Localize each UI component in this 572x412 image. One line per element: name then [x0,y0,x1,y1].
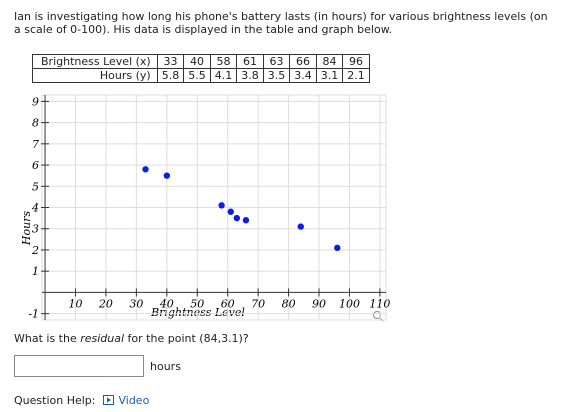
y-tick-label: 5 [32,180,39,193]
x-tick-label: 60 [221,297,235,310]
y-tick-label: 8 [32,117,39,130]
data-point [297,223,304,230]
table-cell: 3.5 [262,68,291,83]
x-tick-label: 30 [129,297,143,310]
x-tick-label: 100 [339,297,360,310]
video-icon [102,395,114,405]
table-cell: 5.5 [183,68,211,83]
table-cell: 96 [342,54,370,69]
y-tick-label: 7 [32,138,39,151]
prompt: What is the residual for the point (84,3… [14,332,249,345]
x-tick-label: 110 [369,297,390,310]
table-cell: 3.8 [236,68,264,83]
question-help: Question Help: Video [14,394,149,407]
table-cell: 3.4 [289,68,317,83]
y-tick-label: 3 [32,223,39,236]
table-cell: 4.1 [209,68,238,83]
x-tick-label: 40 [159,297,174,310]
prompt-emphasis: residual [80,332,125,345]
x-tick-label: 50 [190,297,204,310]
table-cell: 63 [262,54,291,69]
row-header: Hours (y) [32,68,158,83]
units: hours [150,360,181,373]
answer-input[interactable] [14,355,144,377]
data-point [218,202,225,209]
scatter-graph: Brightness Level Hours 10 20 30 40 50 60 70 80 9… [20,94,390,322]
x-tick-label: 80 [282,297,296,310]
y-axis-label: Hours [20,211,33,247]
data-point [142,166,149,173]
y-tick-label: -1 [28,308,39,321]
data-point [242,217,250,224]
table-cell: 2.1 [342,68,370,83]
prompt-text: What is the [14,332,81,345]
table-cell: 3.1 [315,68,344,83]
y-tick-label: 4 [31,202,39,215]
x-tick-label: 70 [251,297,265,310]
help-label: Question Help: [14,394,96,407]
intro-text: Ian is investigating how long his phone'… [14,10,548,36]
y-tick-label: 9 [32,95,39,108]
table-row: Hours (y) 5.8 5.5 4.1 3.8 3.5 3.4 3.1 2.1 [32,68,370,83]
video-link[interactable]: Video [118,394,150,407]
data-point [227,208,234,215]
data-point [163,172,171,179]
x-tick-label: 20 [98,297,113,310]
data-point [233,214,241,222]
prompt-text: for the point (84,3.1)? [124,332,249,345]
data-point [334,244,341,252]
y-tick-label: 6 [32,159,39,172]
table-cell: 5.8 [156,68,185,83]
x-tick-label: 10 [68,297,82,310]
x-tick-label: 90 [312,297,326,310]
data-table: Brightness Level (x) 33 40 58 61 63 66 84 96 Hour… [32,54,370,83]
y-tick-label: 2 [31,244,39,257]
y-tick-label: 1 [32,265,39,278]
